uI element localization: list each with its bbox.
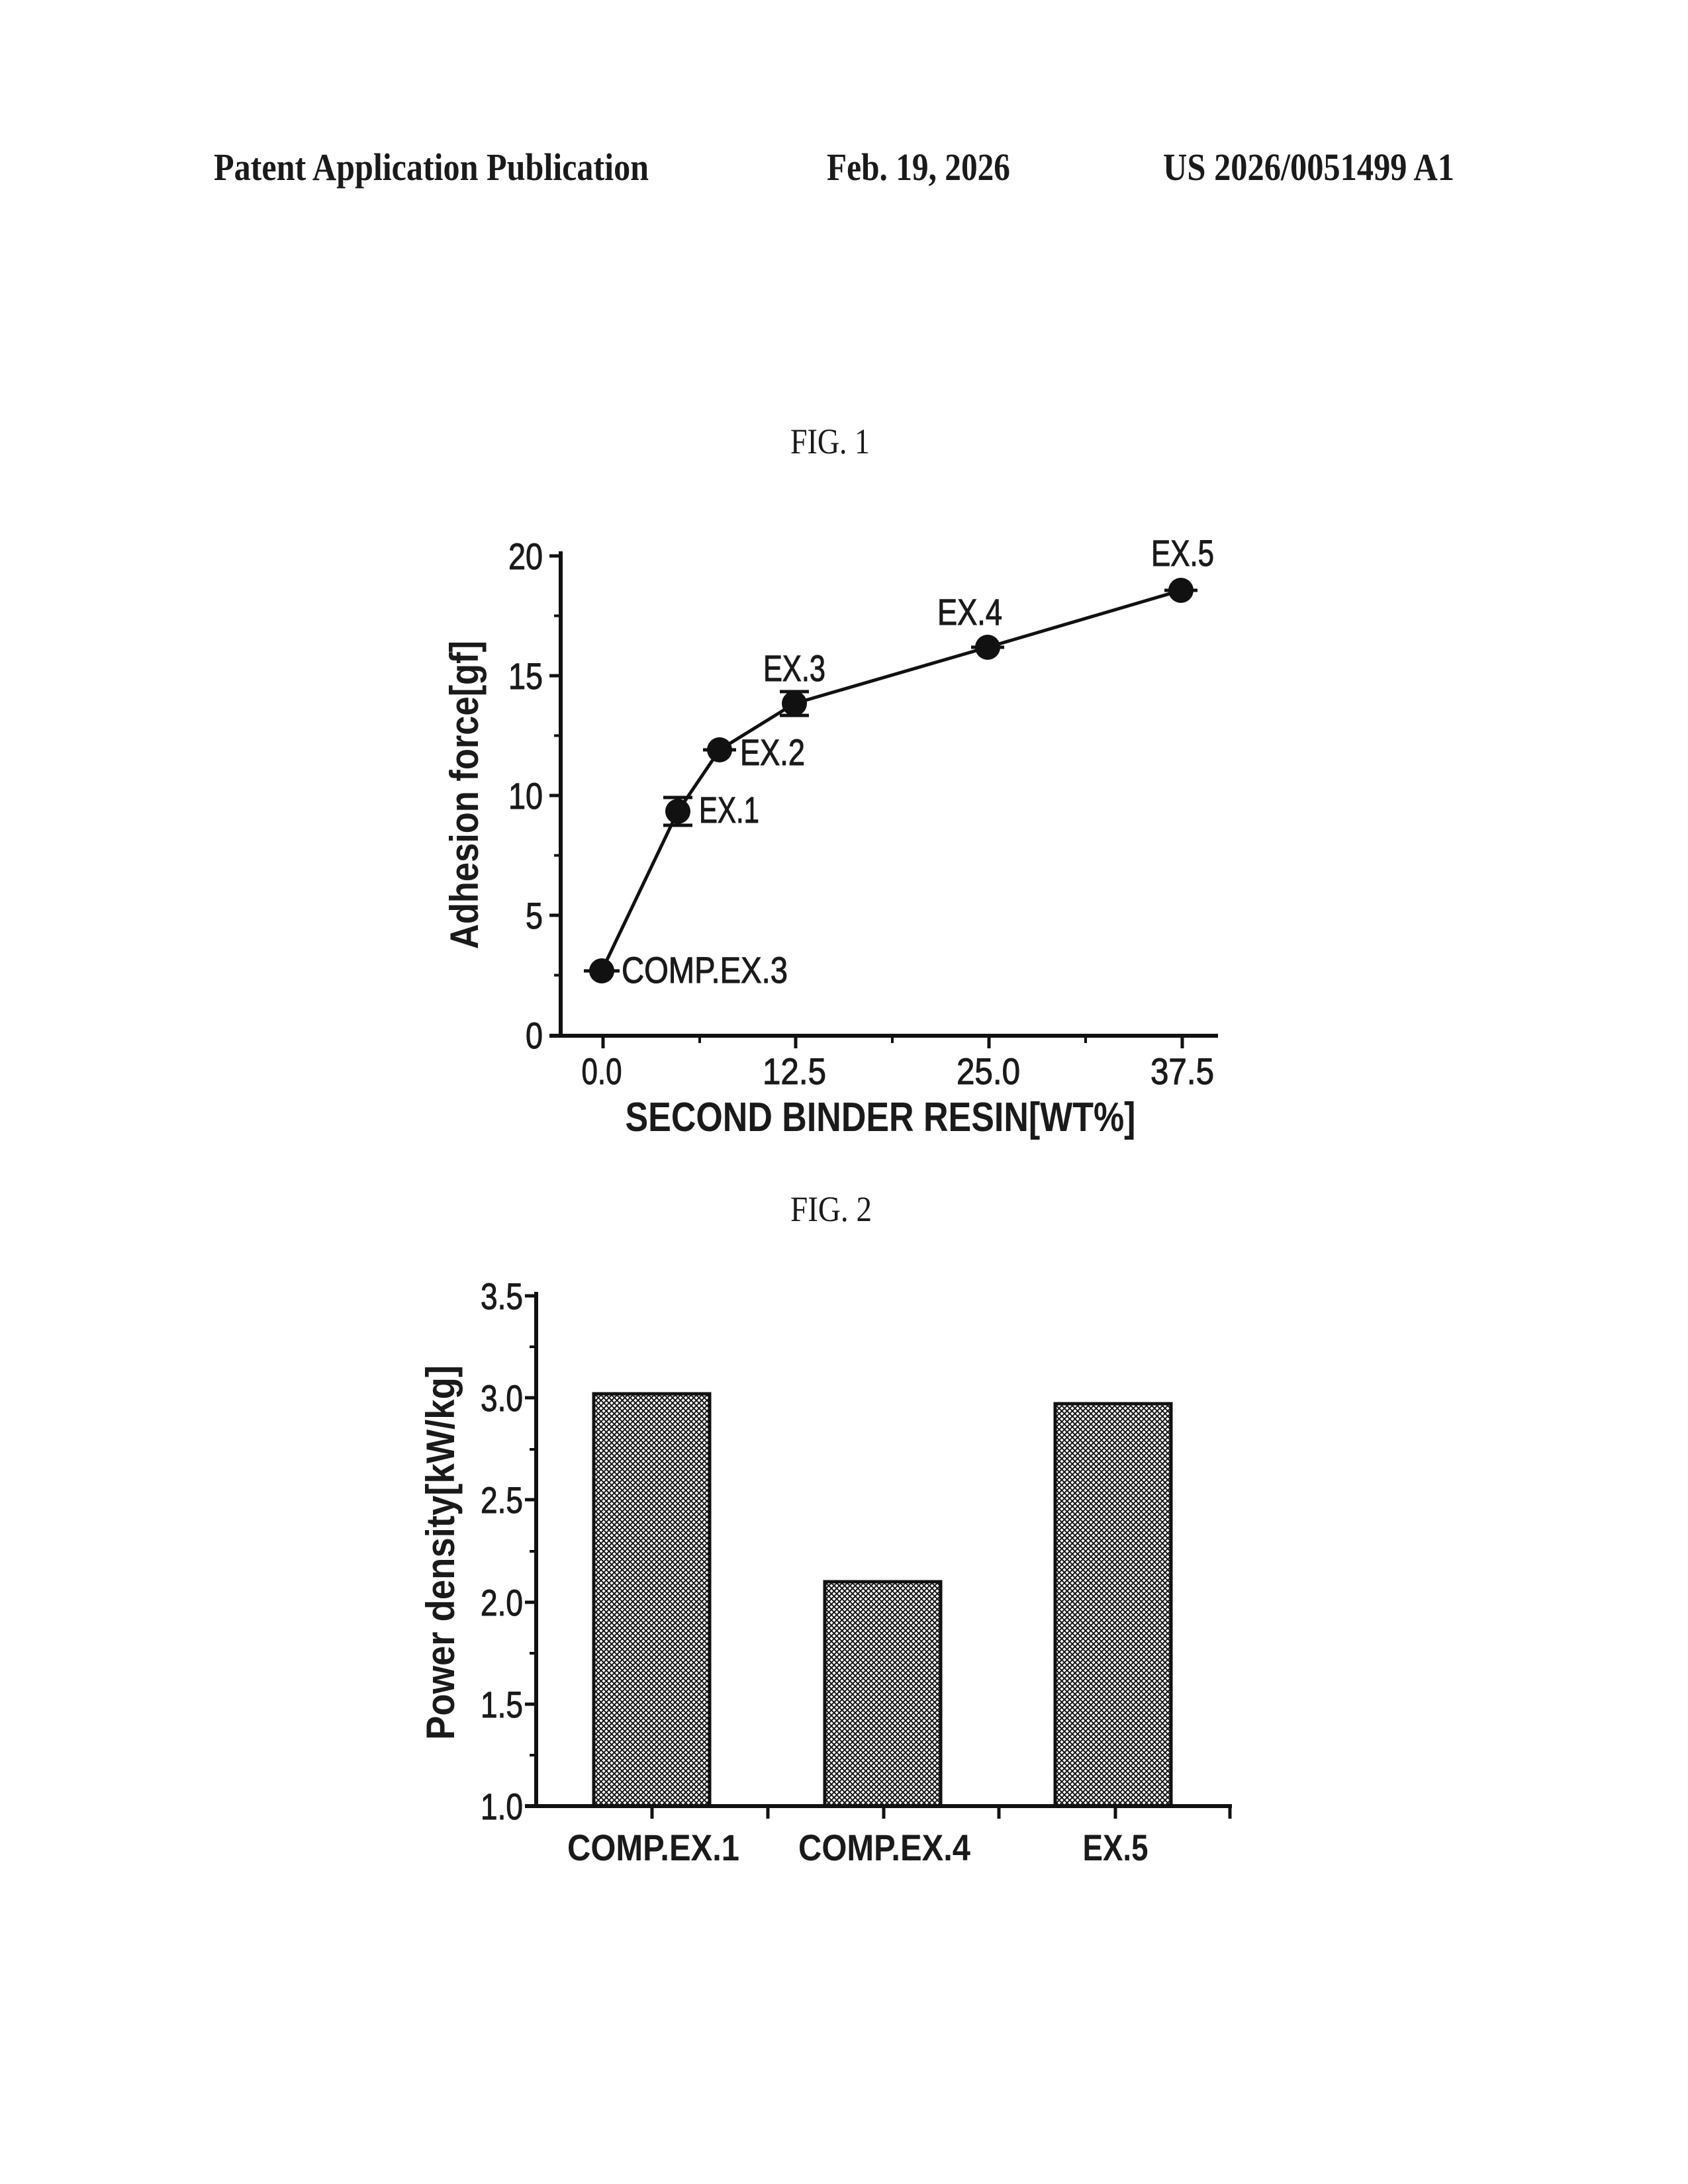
svg-text:EX.4: EX.4: [937, 591, 1002, 633]
svg-text:1.0: 1.0: [481, 1786, 523, 1827]
svg-text:COMP.EX.4: COMP.EX.4: [798, 1827, 970, 1868]
svg-text:3.5: 3.5: [481, 1275, 523, 1317]
svg-text:EX.3: EX.3: [763, 647, 825, 689]
svg-text:EX.2: EX.2: [740, 731, 805, 773]
svg-text:Adhesion force[gf]: Adhesion force[gf]: [442, 641, 487, 949]
svg-text:15: 15: [508, 655, 543, 697]
svg-text:EX.5: EX.5: [1151, 532, 1214, 574]
svg-text:Power density[kW/kg]: Power density[kW/kg]: [418, 1365, 463, 1740]
svg-text:COMP.EX.3: COMP.EX.3: [622, 949, 788, 991]
svg-text:0: 0: [526, 1015, 543, 1056]
svg-text:FIG. 2: FIG. 2: [790, 1189, 872, 1229]
svg-text:10: 10: [508, 775, 543, 817]
svg-text:3.0: 3.0: [481, 1377, 523, 1419]
svg-text:20: 20: [508, 535, 543, 577]
svg-text:0.0: 0.0: [582, 1050, 622, 1092]
svg-text:FIG. 1: FIG. 1: [790, 422, 870, 461]
svg-text:12.5: 12.5: [763, 1050, 826, 1092]
svg-text:2.5: 2.5: [481, 1479, 523, 1521]
svg-text:EX.1: EX.1: [699, 789, 759, 831]
svg-text:EX.5: EX.5: [1083, 1827, 1149, 1868]
svg-text:US 2026/0051499 A1: US 2026/0051499 A1: [1163, 146, 1454, 189]
svg-text:2.0: 2.0: [481, 1582, 523, 1623]
svg-text:COMP.EX.1: COMP.EX.1: [567, 1827, 739, 1868]
svg-text:37.5: 37.5: [1150, 1050, 1214, 1092]
svg-text:Patent Application Publication: Patent Application Publication: [214, 146, 649, 189]
svg-text:5: 5: [526, 895, 543, 936]
svg-text:Feb. 19, 2026: Feb. 19, 2026: [827, 146, 1010, 189]
svg-text:25.0: 25.0: [957, 1050, 1020, 1092]
svg-text:1.5: 1.5: [481, 1684, 523, 1725]
svg-text:SECOND BINDER RESIN[WT%]: SECOND BINDER RESIN[WT%]: [626, 1095, 1136, 1140]
